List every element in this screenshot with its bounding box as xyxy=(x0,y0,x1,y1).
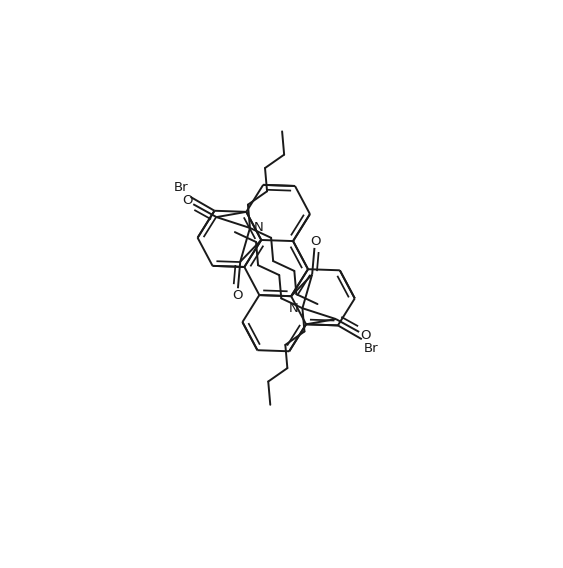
Text: N: N xyxy=(254,222,264,235)
Text: O: O xyxy=(232,289,243,302)
Text: O: O xyxy=(310,235,320,248)
Text: Br: Br xyxy=(364,342,378,355)
Text: O: O xyxy=(360,329,370,342)
Text: O: O xyxy=(182,194,193,207)
Text: Br: Br xyxy=(174,181,189,194)
Text: N: N xyxy=(288,302,298,315)
